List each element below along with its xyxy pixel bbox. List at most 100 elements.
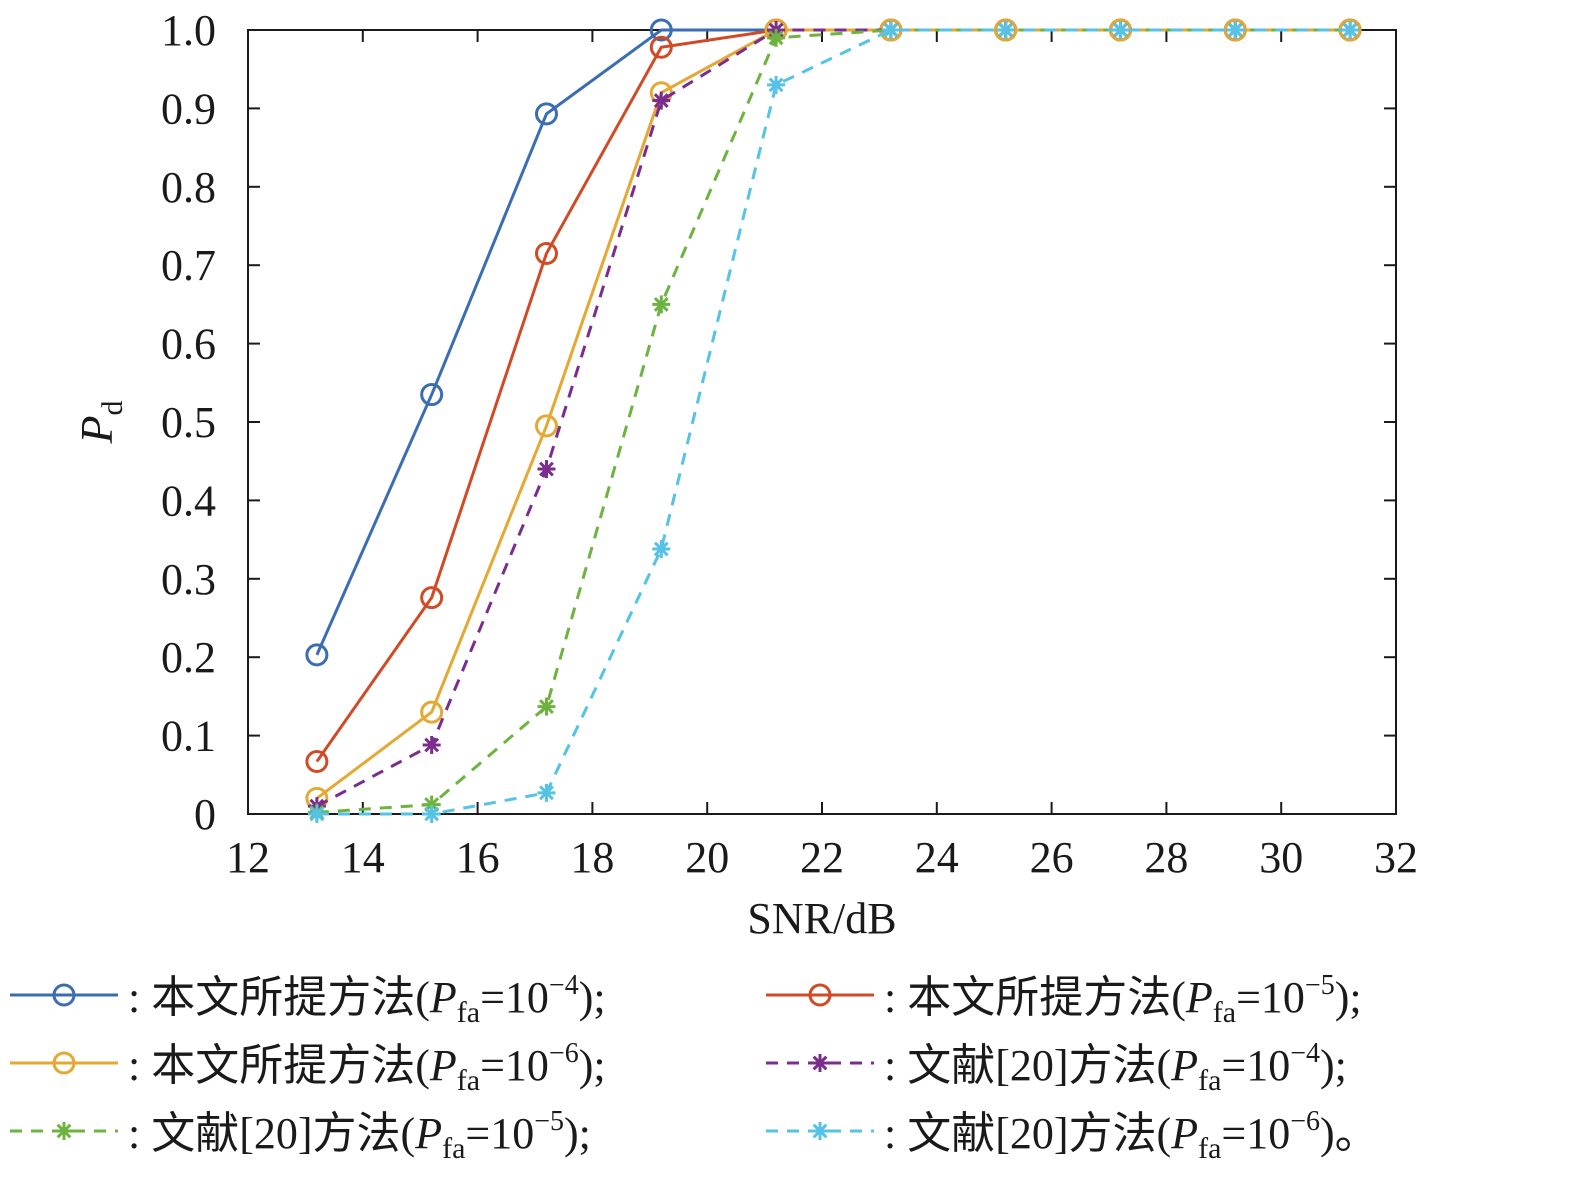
legend-label-sub: fa [1198, 1064, 1221, 1097]
x-tick-label: 12 [226, 833, 270, 882]
legend-label-sub: fa [457, 1064, 480, 1097]
x-tick-label: 14 [341, 833, 385, 882]
y-axis-label: Pd [71, 400, 129, 444]
legend-label-pre: : 本文所提方法( [128, 973, 430, 1022]
legend-label-exp: −6 [1290, 1106, 1320, 1137]
legend-item: : 文献[20]方法(Pfa=10−5); [10, 1106, 591, 1165]
legend-item: : 本文所提方法(Pfa=10−6); [10, 1038, 606, 1097]
series-layer [305, 18, 1362, 823]
legend-label: : 文献[20]方法(Pfa=10−4); [884, 1038, 1347, 1097]
legend-label-eq: =10 [480, 1041, 549, 1090]
series-line [315, 28, 1351, 656]
y-axis-label-sub: d [96, 400, 129, 415]
y-tick-label: 0.3 [161, 555, 216, 604]
data-point-circle [52, 1051, 76, 1075]
data-point-circle [52, 983, 76, 1007]
series-5 [307, 21, 1360, 822]
data-point-star [537, 783, 556, 802]
x-tick-label: 24 [915, 833, 959, 882]
legend-label-exp: −6 [549, 1038, 579, 1069]
x-tick-label: 16 [456, 833, 500, 882]
legend-label-sub: fa [1198, 1132, 1221, 1165]
x-tick-label: 28 [1144, 833, 1188, 882]
y-tick-label: 0.6 [161, 320, 216, 369]
legend-label-sub: fa [1213, 996, 1236, 1029]
legend-item: : 本文所提方法(Pfa=10−5); [766, 970, 1362, 1029]
data-point-star [811, 1054, 829, 1072]
legend-label-eq: =10 [1221, 1109, 1290, 1158]
series-6 [307, 21, 1360, 823]
legend-label-p: P [1170, 1041, 1198, 1090]
legend-label-pre: : 文献[20]方法( [884, 1041, 1171, 1090]
legend-label-post: )。 [1320, 1109, 1379, 1158]
data-point-circle [420, 700, 444, 724]
legend: : 本文所提方法(Pfa=10−4);: 本文所提方法(Pfa=10−5);: … [10, 970, 1379, 1165]
data-point-star [55, 1122, 73, 1140]
data-point-star [652, 295, 671, 314]
legend-label-sub: fa [442, 1132, 465, 1165]
legend-item: : 文献[20]方法(Pfa=10−6)。 [766, 1106, 1379, 1165]
legend-label-p: P [1170, 1109, 1198, 1158]
data-point-circle [994, 18, 1018, 42]
legend-label: : 本文所提方法(Pfa=10−6); [128, 1038, 606, 1097]
legend-item: : 文献[20]方法(Pfa=10−4); [766, 1038, 1347, 1097]
data-point-star [1111, 21, 1130, 39]
legend-label-pre: : 本文所提方法( [884, 973, 1186, 1022]
data-point-star [881, 21, 900, 39]
x-tick-label: 26 [1030, 833, 1074, 882]
legend-label: : 文献[20]方法(Pfa=10−6)。 [884, 1106, 1379, 1165]
legend-label-eq: =10 [1236, 973, 1305, 1022]
legend-label-p: P [429, 973, 457, 1022]
y-tick-label: 0.1 [161, 712, 216, 761]
legend-label-pre: : 文献[20]方法( [128, 1109, 415, 1158]
series-2 [305, 18, 1362, 773]
data-point-star [652, 91, 671, 110]
data-point-star [537, 697, 556, 716]
data-point-star [811, 1122, 829, 1140]
legend-label-sub: fa [457, 996, 480, 1029]
y-tick-label: 0.9 [161, 84, 216, 133]
legend-label: : 本文所提方法(Pfa=10−4); [128, 970, 606, 1029]
plot-area [247, 18, 1397, 823]
data-point-circle [420, 586, 444, 610]
x-axis-label: SNR/dB [747, 894, 896, 943]
series-line [316, 28, 1351, 808]
legend-label-exp: −4 [1290, 1038, 1320, 1069]
series-1 [305, 18, 1362, 667]
y-tick-label: 0.7 [161, 241, 216, 290]
legend-label-post: ); [579, 973, 606, 1022]
series-line [315, 28, 1351, 800]
legend-label-eq: =10 [480, 973, 549, 1022]
y-tick-label: 0.2 [161, 633, 216, 682]
legend-label-post: ); [579, 1041, 606, 1090]
x-tick-label: 18 [570, 833, 614, 882]
x-tick-label: 20 [685, 833, 729, 882]
x-tick-label: 22 [800, 833, 844, 882]
data-point-star [422, 805, 441, 823]
legend-item: : 本文所提方法(Pfa=10−4); [10, 970, 606, 1029]
data-point-circle [534, 414, 558, 438]
x-tick-label: 30 [1259, 833, 1303, 882]
data-point-star [537, 460, 556, 479]
series-3 [305, 18, 1362, 810]
data-point-circle [649, 35, 673, 59]
legend-label-p: P [1185, 973, 1213, 1022]
data-point-circle [808, 983, 832, 1007]
legend-label-post: ); [1335, 973, 1362, 1022]
data-point-star [422, 736, 441, 755]
data-point-star [767, 75, 786, 94]
x-tick-label: 32 [1374, 833, 1418, 882]
data-point-star [1226, 21, 1245, 39]
y-tick-label: 0.5 [161, 398, 216, 447]
series-line [316, 28, 1351, 816]
legend-label: : 文献[20]方法(Pfa=10−5); [128, 1106, 591, 1165]
legend-label-exp: −4 [549, 970, 579, 1001]
legend-label-eq: =10 [465, 1109, 534, 1158]
x-tick-labels: 12 14 16 18 20 22 24 26 28 30 32 [226, 833, 1418, 882]
legend-label-post: ); [564, 1109, 591, 1158]
data-point-star [767, 28, 786, 47]
legend-label-pre: : 文献[20]方法( [884, 1109, 1171, 1158]
data-point-circle [649, 18, 673, 42]
series-4 [307, 21, 1360, 816]
